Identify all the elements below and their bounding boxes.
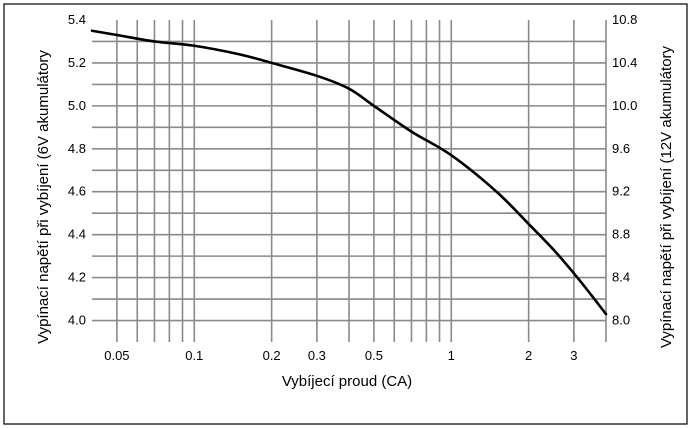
y-axis-title-right: Vypínací napětí při vybíjení (12V akumul… xyxy=(658,45,675,348)
x-tick-label: 0.2 xyxy=(263,348,281,363)
y-tick-label-right: 8.4 xyxy=(612,270,630,285)
y-tick-label-left: 4.2 xyxy=(68,270,86,285)
y-axis-title-left: Vypínací napětí při vybíjení (6V akumulá… xyxy=(35,50,52,344)
y-tick-label-right: 10.8 xyxy=(612,12,637,27)
x-tick-label: 1 xyxy=(448,348,455,363)
y-tick-labels-left: 4.0 4.2 4.4 4.6 4.8 5.0 5.2 5.4 xyxy=(68,12,86,328)
y-tick-label-left: 5.4 xyxy=(68,12,86,27)
outer-frame xyxy=(3,3,688,425)
y-tick-label-left: 5.0 xyxy=(68,98,86,113)
y-tick-label-left: 4.6 xyxy=(68,184,86,199)
y-tick-label-right: 8.8 xyxy=(612,227,630,242)
y-tick-label-right: 9.2 xyxy=(612,184,630,199)
y-tick-label-right: 10.4 xyxy=(612,55,637,70)
y-tick-label-left: 4.4 xyxy=(68,227,86,242)
y-tick-label-right: 10.0 xyxy=(612,98,637,113)
y-tick-label-left: 4.0 xyxy=(68,313,86,328)
discharge-voltage-curve xyxy=(90,29,608,316)
x-tick-label: 0.3 xyxy=(308,348,326,363)
x-tick-labels: 0.05 0.1 0.2 0.3 0.5 1 2 3 xyxy=(104,348,577,363)
x-axis-title: Vybíjecí proud (CA) xyxy=(282,373,412,390)
y-tick-labels-right: 8.0 8.4 8.8 9.2 9.6 10.0 10.4 10.8 xyxy=(612,12,637,328)
grid-lines xyxy=(92,20,607,342)
x-tick-label: 3 xyxy=(570,348,577,363)
y-tick-label-right: 9.6 xyxy=(612,141,630,156)
y-tick-label-left: 4.8 xyxy=(68,141,86,156)
x-tick-label: 0.1 xyxy=(185,348,203,363)
x-tick-label: 0.05 xyxy=(104,348,129,363)
y-tick-label-left: 5.2 xyxy=(68,55,86,70)
y-tick-label-right: 8.0 xyxy=(612,313,630,328)
x-tick-label: 0.5 xyxy=(365,348,383,363)
x-tick-label: 2 xyxy=(525,348,532,363)
